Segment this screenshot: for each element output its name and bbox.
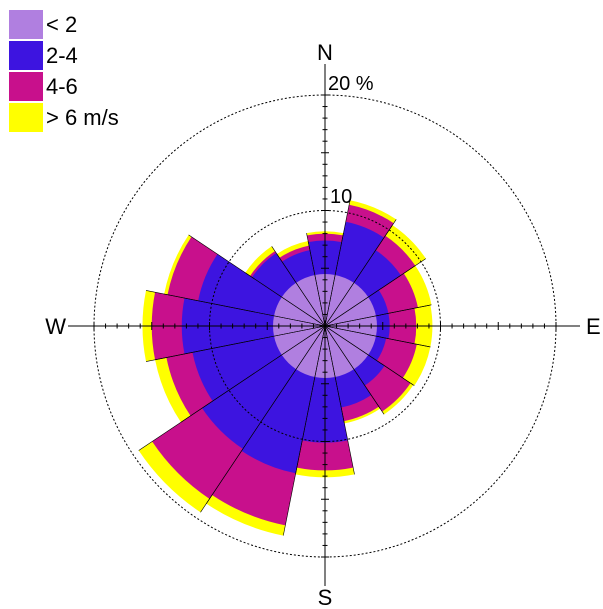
legend-item-4-6: 4-6	[9, 71, 119, 102]
radial-label-10: 10	[330, 186, 352, 208]
east-label: E	[586, 314, 601, 339]
rose-sectors	[139, 200, 433, 535]
legend: < 2 2-4 4-6 > 6 m/s	[9, 9, 119, 133]
radial-label-20: 20 %	[328, 73, 374, 95]
legend-label: < 2	[46, 12, 77, 38]
legend-item-2-4: 2-4	[9, 40, 119, 71]
legend-item-lt2: < 2	[9, 9, 119, 40]
legend-swatch	[9, 10, 43, 39]
legend-swatch	[9, 72, 43, 101]
legend-item-gt6: > 6 m/s	[9, 102, 119, 133]
south-label: S	[318, 585, 333, 609]
legend-swatch	[9, 41, 43, 70]
legend-swatch	[9, 103, 43, 132]
north-label: N	[317, 40, 333, 65]
west-label: W	[45, 314, 66, 339]
legend-label: 4-6	[46, 74, 78, 100]
legend-label: 2-4	[46, 43, 78, 69]
legend-label: > 6 m/s	[46, 105, 119, 131]
